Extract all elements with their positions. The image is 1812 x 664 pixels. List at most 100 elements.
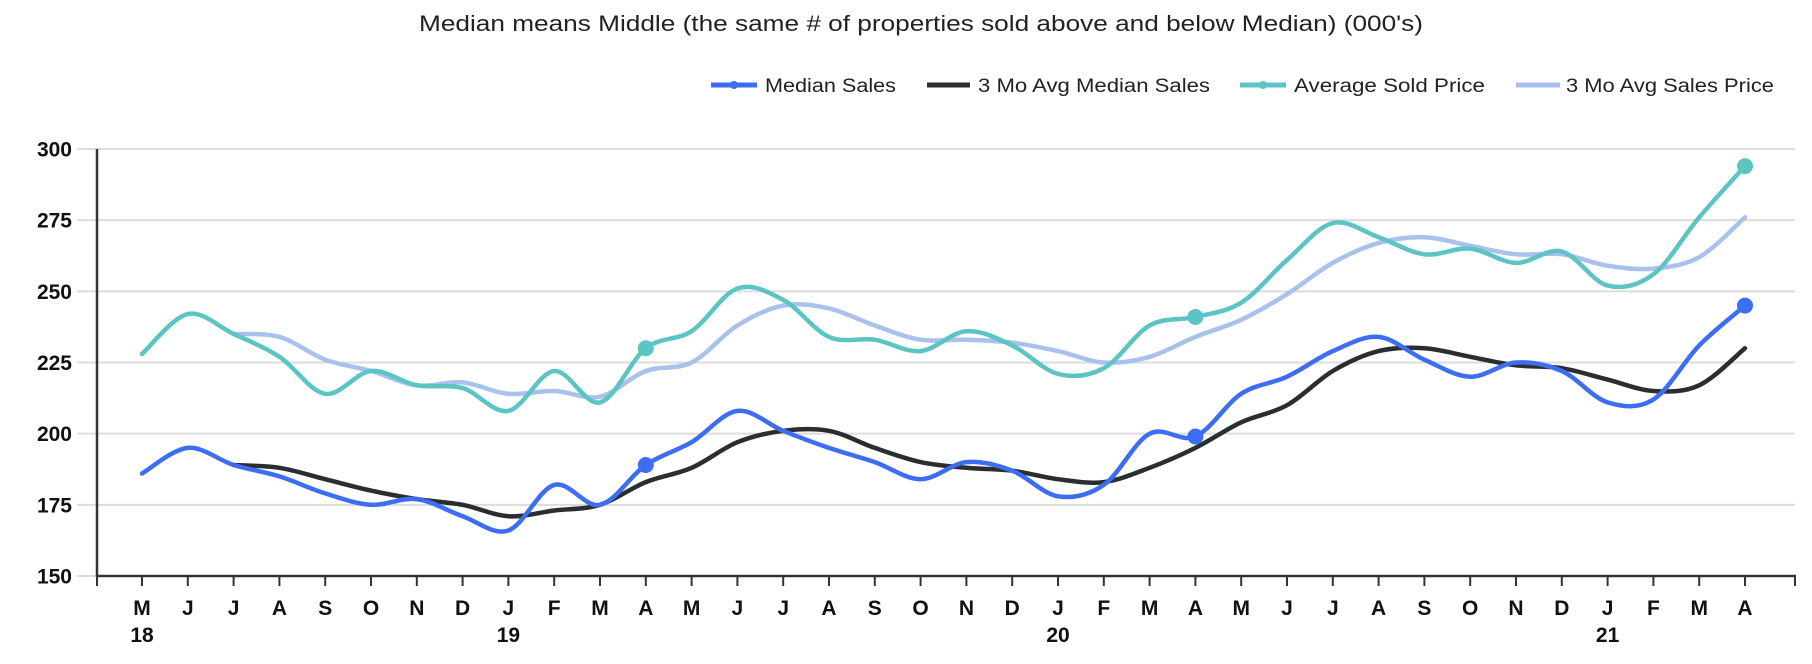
data-point-3mo-avg-median-sales[interactable] <box>1605 377 1611 383</box>
data-point-3mo-avg-median-sales[interactable] <box>322 476 328 482</box>
data-point-average-sold-price[interactable] <box>918 348 924 354</box>
data-point-3mo-avg-sales-price[interactable] <box>689 360 695 366</box>
data-point-median-sales[interactable] <box>276 473 282 479</box>
data-point-3mo-avg-sales-price[interactable] <box>826 305 832 311</box>
data-point-median-sales[interactable] <box>963 459 969 465</box>
data-point-3mo-avg-median-sales[interactable] <box>368 488 374 494</box>
data-point-median-sales[interactable] <box>1467 374 1473 380</box>
data-point-3mo-avg-median-sales[interactable] <box>826 428 832 434</box>
data-point-3mo-avg-sales-price[interactable] <box>1742 214 1748 220</box>
data-point-3mo-avg-sales-price[interactable] <box>322 357 328 363</box>
data-point-3mo-avg-sales-price[interactable] <box>460 379 466 385</box>
data-point-average-sold-price[interactable] <box>780 297 786 303</box>
data-point-median-sales[interactable] <box>1421 357 1427 363</box>
data-point-3mo-avg-sales-price[interactable] <box>643 368 649 374</box>
data-point-average-sold-price[interactable] <box>1421 251 1427 257</box>
data-point-average-sold-price[interactable] <box>1055 371 1061 377</box>
data-point-median-sales[interactable] <box>826 445 832 451</box>
legend-item-3mo-avg-sales-price[interactable]: 3 Mo Avg Sales Price <box>1516 76 1774 97</box>
data-point-median-sales[interactable] <box>1238 391 1244 397</box>
data-point-median-sales[interactable] <box>597 502 603 508</box>
data-point-median-sales[interactable] <box>1376 334 1382 340</box>
data-point-average-sold-price[interactable] <box>1147 322 1153 328</box>
data-point-median-sales[interactable] <box>1559 368 1565 374</box>
data-point-3mo-avg-median-sales[interactable] <box>460 502 466 508</box>
data-point-3mo-avg-median-sales[interactable] <box>1192 445 1198 451</box>
data-point-average-sold-price[interactable] <box>551 368 557 374</box>
data-point-median-sales[interactable] <box>1330 348 1336 354</box>
data-point-3mo-avg-sales-price[interactable] <box>1376 240 1382 246</box>
data-point-3mo-avg-sales-price[interactable] <box>1147 354 1153 360</box>
data-point-3mo-avg-median-sales[interactable] <box>1696 382 1702 388</box>
data-point-3mo-avg-sales-price[interactable] <box>276 334 282 340</box>
data-point-3mo-avg-sales-price[interactable] <box>1513 251 1519 257</box>
data-point-median-sales[interactable] <box>1605 399 1611 405</box>
data-point-3mo-avg-median-sales[interactable] <box>963 465 969 471</box>
data-point-median-sales[interactable] <box>185 445 191 451</box>
data-point-average-sold-price[interactable] <box>1467 246 1473 252</box>
data-point-3mo-avg-median-sales[interactable] <box>1147 465 1153 471</box>
data-point-median-sales[interactable] <box>1009 468 1015 474</box>
data-point-average-sold-price[interactable] <box>1376 234 1382 240</box>
data-point-average-sold-price[interactable] <box>505 408 511 414</box>
data-point-3mo-avg-sales-price[interactable] <box>1650 266 1656 272</box>
data-point-3mo-avg-sales-price[interactable] <box>1055 348 1061 354</box>
data-point-3mo-avg-sales-price[interactable] <box>1330 260 1336 266</box>
data-point-3mo-avg-sales-price[interactable] <box>551 388 557 394</box>
data-point-3mo-avg-median-sales[interactable] <box>1330 368 1336 374</box>
data-point-3mo-avg-sales-price[interactable] <box>1101 360 1107 366</box>
data-marker-average-sold-price[interactable] <box>1187 308 1204 325</box>
data-point-median-sales[interactable] <box>1101 482 1107 488</box>
data-point-3mo-avg-median-sales[interactable] <box>505 513 511 519</box>
data-point-median-sales[interactable] <box>322 490 328 496</box>
data-point-median-sales[interactable] <box>368 502 374 508</box>
data-point-median-sales[interactable] <box>734 408 740 414</box>
data-point-median-sales[interactable] <box>551 482 557 488</box>
data-marker-average-sold-price[interactable] <box>1737 158 1753 175</box>
legend-item-median-sales[interactable]: Median Sales <box>711 76 896 97</box>
data-point-3mo-avg-sales-price[interactable] <box>734 322 740 328</box>
data-marker-median-sales[interactable] <box>1737 297 1753 314</box>
data-point-median-sales[interactable] <box>505 527 511 533</box>
data-point-median-sales[interactable] <box>1696 342 1702 348</box>
data-point-median-sales[interactable] <box>780 428 786 434</box>
data-point-average-sold-price[interactable] <box>1559 248 1565 254</box>
data-point-median-sales[interactable] <box>1284 374 1290 380</box>
data-point-3mo-avg-median-sales[interactable] <box>689 465 695 471</box>
data-point-3mo-avg-sales-price[interactable] <box>1696 254 1702 260</box>
data-point-3mo-avg-median-sales[interactable] <box>1284 402 1290 408</box>
data-point-average-sold-price[interactable] <box>1238 300 1244 306</box>
data-point-average-sold-price[interactable] <box>368 368 374 374</box>
data-point-3mo-avg-sales-price[interactable] <box>505 391 511 397</box>
data-point-median-sales[interactable] <box>414 496 420 502</box>
data-point-average-sold-price[interactable] <box>1101 365 1107 371</box>
data-point-average-sold-price[interactable] <box>185 311 191 317</box>
data-point-average-sold-price[interactable] <box>139 351 145 357</box>
legend-item-3mo-avg-median-sales[interactable]: 3 Mo Avg Median Sales <box>927 76 1210 97</box>
data-point-median-sales[interactable] <box>1650 397 1656 403</box>
data-point-average-sold-price[interactable] <box>597 399 603 405</box>
data-point-average-sold-price[interactable] <box>963 328 969 334</box>
data-point-average-sold-price[interactable] <box>231 331 237 337</box>
data-point-median-sales[interactable] <box>139 471 145 477</box>
data-marker-median-sales[interactable] <box>1187 428 1204 445</box>
data-point-3mo-avg-median-sales[interactable] <box>551 508 557 514</box>
data-point-median-sales[interactable] <box>918 476 924 482</box>
data-marker-median-sales[interactable] <box>637 456 654 473</box>
data-point-average-sold-price[interactable] <box>276 354 282 360</box>
data-point-3mo-avg-median-sales[interactable] <box>918 459 924 465</box>
data-point-3mo-avg-median-sales[interactable] <box>643 479 649 485</box>
data-point-average-sold-price[interactable] <box>414 382 420 388</box>
data-point-3mo-avg-sales-price[interactable] <box>1284 291 1290 297</box>
data-point-median-sales[interactable] <box>1513 360 1519 366</box>
data-point-average-sold-price[interactable] <box>1284 257 1290 263</box>
data-point-3mo-avg-sales-price[interactable] <box>872 322 878 328</box>
data-point-average-sold-price[interactable] <box>460 385 466 391</box>
data-point-average-sold-price[interactable] <box>1009 342 1015 348</box>
data-point-average-sold-price[interactable] <box>1605 283 1611 289</box>
data-point-3mo-avg-median-sales[interactable] <box>1742 345 1748 351</box>
data-point-average-sold-price[interactable] <box>322 391 328 397</box>
data-point-average-sold-price[interactable] <box>1696 214 1702 220</box>
data-point-median-sales[interactable] <box>872 459 878 465</box>
data-point-median-sales[interactable] <box>1055 493 1061 499</box>
